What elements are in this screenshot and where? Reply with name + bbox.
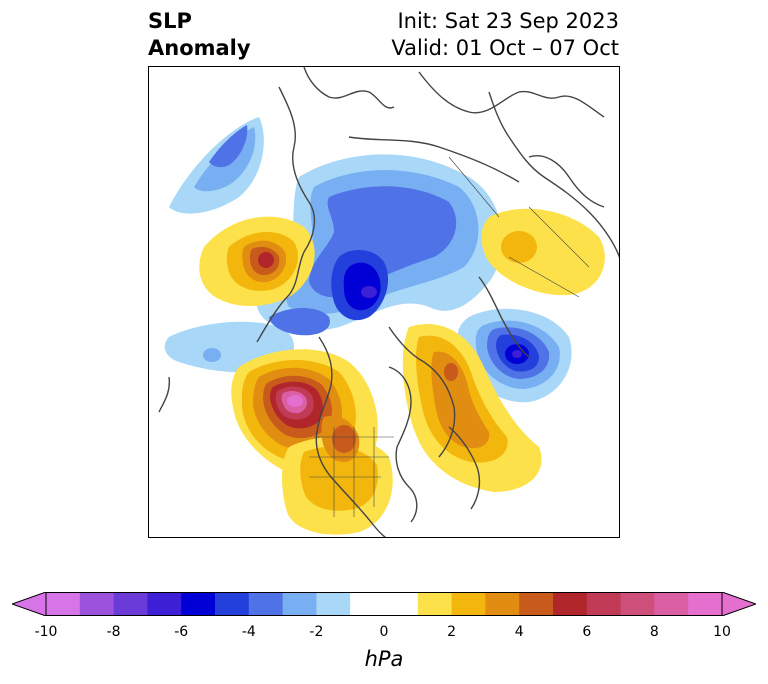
colorbar-segment — [147, 592, 182, 616]
colorbar-tick-label: 2 — [447, 624, 457, 640]
colorbar-outline — [45, 592, 723, 616]
colorbar-segment — [519, 592, 554, 616]
colorbar-segment — [485, 592, 520, 616]
colorbar-segment — [384, 592, 419, 616]
colorbar-tick-label: -2 — [309, 624, 324, 640]
colorbar — [12, 592, 756, 616]
bering-low — [169, 117, 264, 214]
colorbar-tick-label: -6 — [174, 624, 189, 640]
colorbar-tick-label: 10 — [713, 624, 731, 640]
pacific-high-north — [199, 216, 315, 307]
east-canada-high — [402, 323, 542, 492]
colorbar-segment — [316, 592, 351, 616]
colorbar-segment — [215, 592, 250, 616]
colorbar-tick-label: 0 — [379, 624, 389, 640]
state-borders — [309, 156, 590, 517]
atlantic-low — [457, 308, 572, 403]
colorbar-tick-label: -10 — [34, 624, 58, 640]
polar-map — [148, 66, 620, 538]
title-line-2: Anomaly — [148, 36, 251, 60]
colorbar-segment — [586, 592, 622, 616]
colorbar-segment — [113, 592, 148, 616]
colorbar-segment — [350, 592, 385, 616]
colorbar-segment — [688, 592, 723, 616]
colorbar-tick-label: 4 — [514, 624, 524, 640]
colorbar-segment — [282, 592, 317, 616]
run-info: Init: Sat 23 Sep 2023 Valid: 01 Oct – 07… — [391, 8, 619, 62]
colorbar-tick-label: -8 — [106, 624, 121, 640]
colorbar-segment — [79, 592, 115, 616]
colorbar-segment — [46, 592, 81, 616]
siberia-high — [481, 208, 605, 296]
colorbar-segment — [553, 592, 588, 616]
colorbar-segment — [620, 592, 655, 616]
west-us-high — [282, 415, 393, 535]
colorbar-segment — [248, 592, 284, 616]
colorbar-segment — [417, 592, 453, 616]
colorbar-tick-label: 8 — [649, 624, 659, 640]
colorbar-tick-label: -4 — [241, 624, 256, 640]
init-date: Init: Sat 23 Sep 2023 — [397, 9, 619, 33]
title-line-1: SLP — [148, 9, 192, 33]
colorbar-segment — [654, 592, 689, 616]
colorbar-segment — [451, 592, 486, 616]
arctic-low — [256, 154, 503, 332]
colorbar-segment — [181, 592, 216, 616]
colorbar-extend-max — [721, 592, 756, 616]
anomaly-field — [158, 67, 619, 537]
valid-range: Valid: 01 Oct – 07 Oct — [391, 36, 619, 60]
colorbar-unit: hPa — [364, 647, 404, 671]
colorbar-extend-min — [12, 592, 47, 616]
colorbar-tick-label: 6 — [582, 624, 592, 640]
map-title: SLP Anomaly — [148, 8, 251, 62]
coastlines — [158, 67, 619, 537]
